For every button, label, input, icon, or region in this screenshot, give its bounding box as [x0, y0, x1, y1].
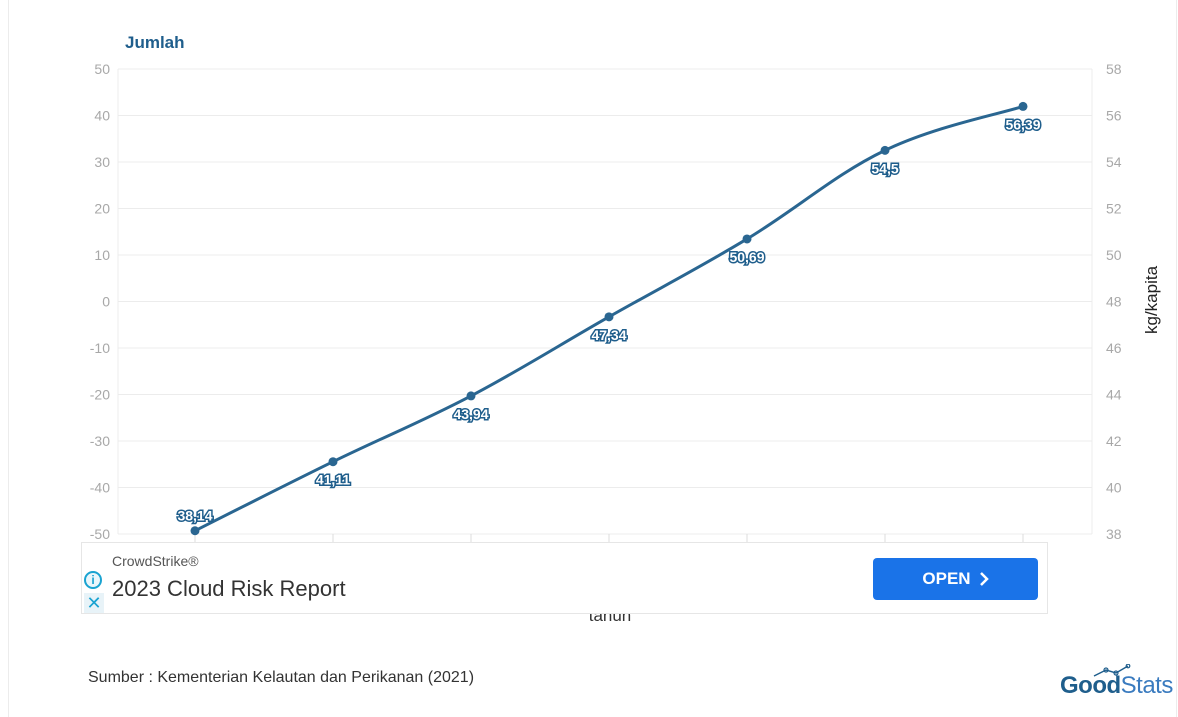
right-tick-label: 44	[1106, 387, 1122, 403]
right-tick-label: 48	[1106, 294, 1122, 310]
logo-part-stats: Stats	[1120, 672, 1174, 699]
data-points	[190, 101, 1028, 536]
right-tick-label: 42	[1106, 433, 1122, 449]
open-button-label: OPEN	[922, 569, 971, 588]
data-label: 38,14	[177, 508, 212, 524]
left-tick-label: 10	[94, 247, 110, 263]
data-label: 56,39	[1005, 116, 1040, 132]
right-axis-label: kg/kapita	[1142, 265, 1161, 334]
right-tick-label: 58	[1106, 61, 1122, 77]
chevron-right-icon	[979, 572, 989, 586]
data-point	[742, 234, 752, 244]
left-tick-label: -10	[90, 340, 110, 356]
data-label: 50,69	[729, 249, 764, 265]
source-text: Sumber : Kementerian Kelautan dan Perika…	[88, 669, 475, 686]
ad-sponsor: CrowdStrike®	[112, 553, 199, 569]
data-point	[880, 145, 890, 155]
right-tick-label: 56	[1106, 108, 1122, 124]
grid-lines	[117, 68, 1093, 535]
left-tick-label: -20	[90, 387, 110, 403]
left-tick-label: -50	[90, 526, 110, 542]
logo-graph-icon	[1093, 664, 1131, 677]
x-axis-ticks	[194, 534, 1024, 542]
right-tick-label: 52	[1106, 201, 1122, 217]
open-button[interactable]: OPEN	[873, 558, 1038, 600]
data-label: 54,5	[871, 160, 898, 176]
data-labels: 38,14 41,11 43,94 47,34 50,69 54,5 56,39	[176, 115, 1042, 525]
goodstats-logo[interactable]: GoodStats	[1060, 672, 1173, 700]
data-point	[604, 312, 614, 322]
left-tick-label: -30	[90, 433, 110, 449]
page-right-border	[1176, 0, 1177, 717]
right-axis-ticks: 58 56 54 52 50 48 46 44 42 40 38	[1106, 61, 1122, 542]
ad-title[interactable]: 2023 Cloud Risk Report	[112, 576, 346, 601]
right-tick-label: 38	[1106, 526, 1122, 542]
info-icon[interactable]: i	[84, 571, 102, 589]
left-tick-label: 50	[94, 61, 110, 77]
data-point	[190, 526, 200, 536]
data-point	[1018, 101, 1028, 111]
left-tick-label: 20	[94, 201, 110, 217]
right-tick-label: 40	[1106, 480, 1122, 496]
left-tick-label: 0	[102, 294, 110, 310]
right-tick-label: 46	[1106, 340, 1122, 356]
right-tick-label: 54	[1106, 154, 1122, 170]
left-axis-ticks: 50 40 30 20 10 0 -10 -20 -30 -40 -50	[90, 61, 110, 542]
close-icon[interactable]: ✕	[84, 593, 104, 613]
left-axis-title: Jumlah	[125, 33, 185, 52]
right-tick-label: 50	[1106, 247, 1122, 263]
page-left-border	[8, 0, 9, 717]
left-tick-label: 40	[94, 108, 110, 124]
data-label: 43,94	[453, 406, 488, 422]
left-tick-label: 30	[94, 154, 110, 170]
line-chart: 50 40 30 20 10 0 -10 -20 -30 -40 -50 58 56 54 52 50 48 4…	[90, 61, 1161, 542]
data-label: 47,34	[591, 327, 626, 343]
logo-part-good: Good	[1060, 672, 1121, 699]
data-point	[466, 391, 476, 401]
data-point	[328, 457, 338, 467]
ad-banner[interactable]: i ✕ CrowdStrike® 2023 Cloud Risk Report …	[81, 542, 1048, 614]
data-label: 41,11	[316, 472, 350, 488]
left-tick-label: -40	[90, 480, 110, 496]
